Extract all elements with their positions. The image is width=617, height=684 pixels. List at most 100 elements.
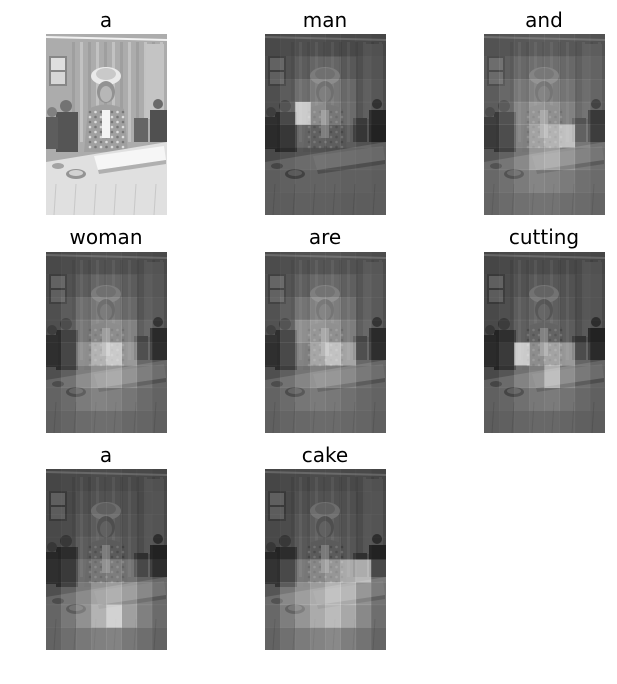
attention-cell [589, 147, 605, 171]
attention-cell [325, 252, 341, 275]
attention-cell [280, 342, 296, 366]
attention-cell [340, 101, 357, 125]
attention-cell [121, 365, 138, 389]
attention-cell [499, 365, 515, 389]
attention-cell [265, 252, 281, 275]
attention-cell [61, 365, 77, 389]
attention-cell [529, 365, 545, 389]
attention-cell [310, 387, 326, 411]
attention-cell [325, 627, 341, 650]
attention-grid [265, 469, 386, 650]
attention-cell [280, 604, 296, 628]
attention-cell [325, 469, 341, 492]
attention-cell [355, 627, 372, 650]
panel-title: man [302, 8, 348, 32]
attention-cell [514, 169, 530, 193]
attention-cell [136, 491, 153, 515]
attention-cell [355, 604, 372, 628]
attention-cell [514, 147, 530, 171]
attention-cell [484, 124, 500, 148]
attention-cell [46, 319, 62, 343]
attention-cell [310, 342, 326, 366]
attention-cell [265, 514, 281, 538]
attention-cell [340, 34, 357, 57]
attention-grid [484, 34, 605, 215]
attention-cell [106, 559, 122, 583]
attention-cell [514, 342, 530, 366]
attention-cell [310, 627, 326, 650]
attention-cell [499, 34, 515, 57]
attention-cell [559, 387, 576, 411]
attention-cell [136, 297, 153, 321]
attention-cell [529, 34, 545, 57]
attention-cell [589, 34, 605, 57]
attention-cell [295, 387, 311, 411]
attention-cell [310, 365, 326, 389]
attention-cell [529, 124, 545, 148]
panel-title: cutting [508, 225, 580, 249]
attention-cell [340, 169, 357, 193]
attention-cell [325, 559, 341, 583]
attention-cell [136, 365, 153, 389]
attention-cell [295, 192, 311, 215]
attention-cell [574, 319, 591, 343]
attention-cell [529, 101, 545, 125]
attention-cell [355, 124, 372, 148]
attention-cell [310, 79, 326, 103]
attention-cell [136, 274, 153, 298]
attention-cell [136, 559, 153, 583]
attention-cell [106, 604, 122, 628]
attention-cell [61, 410, 77, 433]
attention-cell [91, 342, 107, 366]
attention-cell [121, 274, 138, 298]
attention-cell [295, 342, 311, 366]
attention-cell [340, 582, 357, 606]
attention-cell [280, 101, 296, 125]
panel-svg [46, 469, 167, 650]
attention-cell [514, 274, 530, 298]
attention-cell [106, 297, 122, 321]
panel-image [265, 469, 386, 650]
attention-cell [370, 491, 386, 515]
attention-cell [544, 387, 560, 411]
attention-cell [514, 297, 530, 321]
attention-cell [484, 252, 500, 275]
attention-cell [121, 297, 138, 321]
attention-cell [589, 387, 605, 411]
attention-cell [514, 101, 530, 125]
panel-svg [484, 34, 605, 215]
panel-svg [265, 252, 386, 433]
attention-cell [46, 559, 62, 583]
attention-cell [325, 410, 341, 433]
attention-cell [46, 514, 62, 538]
attention-cell [295, 79, 311, 103]
attention-cell [355, 192, 372, 215]
attention-cell [589, 124, 605, 148]
attention-cell [355, 252, 372, 275]
attention-cell [280, 582, 296, 606]
attention-cell [310, 124, 326, 148]
attention-cell [151, 297, 167, 321]
panel-image [265, 34, 386, 215]
attention-cell [280, 491, 296, 515]
attention-cell [325, 342, 341, 366]
panel-svg [46, 34, 167, 215]
attention-cell [370, 101, 386, 125]
attention-cell [574, 79, 591, 103]
attention-cell [106, 469, 122, 492]
attention-cell [340, 274, 357, 298]
attention-cell [61, 536, 77, 560]
attention-cell [559, 169, 576, 193]
attention-cell [76, 491, 92, 515]
attention-cell [355, 56, 372, 80]
attention-cell [280, 297, 296, 321]
attention-cell [280, 319, 296, 343]
attention-cell [61, 387, 77, 411]
attention-cell [295, 101, 311, 125]
attention-cell [355, 469, 372, 492]
attention-cell [136, 627, 153, 650]
panel-svg [484, 252, 605, 433]
attention-cell [151, 342, 167, 366]
attention-cell [91, 559, 107, 583]
attention-cell [559, 297, 576, 321]
